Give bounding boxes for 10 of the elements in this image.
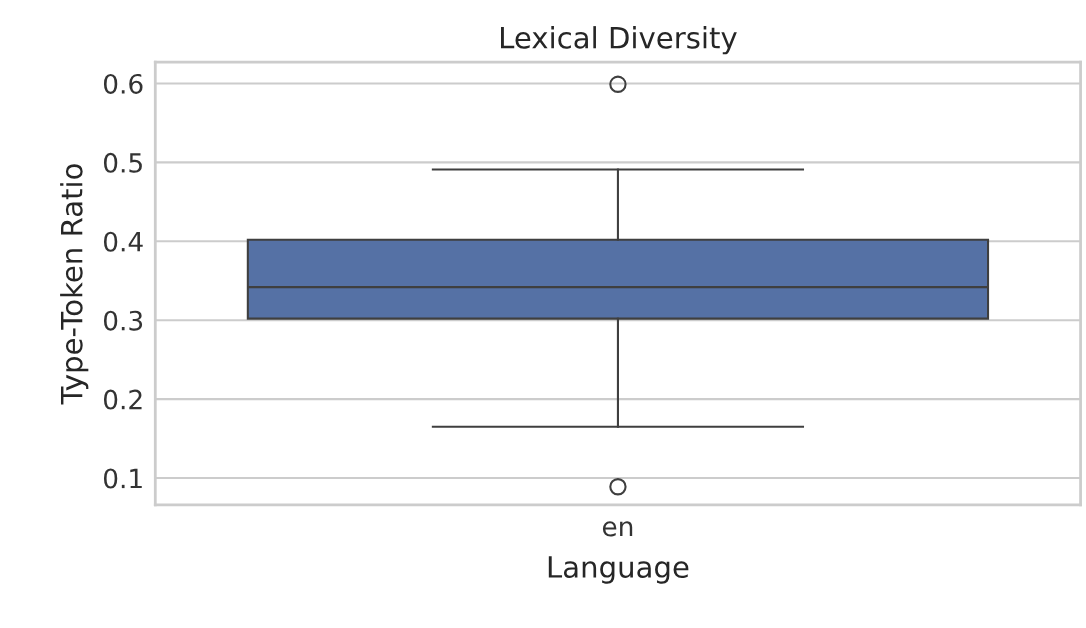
y-tick-label: 0.4 bbox=[103, 231, 143, 252]
chart-title: Lexical Diversity bbox=[501, 26, 737, 55]
y-axis-title: Type-Token Ratio bbox=[60, 164, 89, 405]
x-axis-title: Language bbox=[548, 556, 689, 584]
y-tick-label: 0.1 bbox=[103, 468, 142, 489]
y-tick-label: 0.2 bbox=[103, 389, 142, 410]
y-tick-label: 0.5 bbox=[103, 152, 142, 173]
x-tick-label: en bbox=[602, 521, 633, 537]
y-tick-label: 0.3 bbox=[103, 310, 143, 331]
y-tick-label: 0.6 bbox=[103, 73, 143, 94]
